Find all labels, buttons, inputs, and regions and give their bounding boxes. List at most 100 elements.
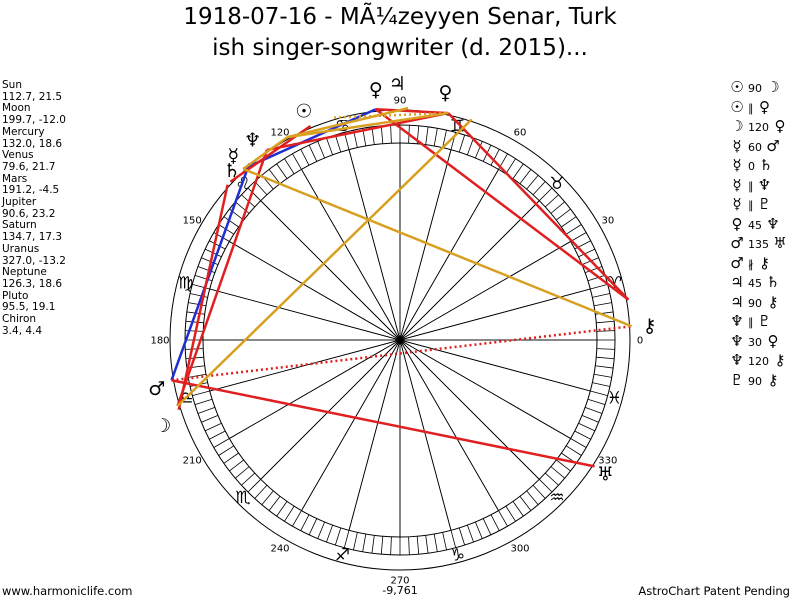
aspect-planet-b-glyph: ⚷ [774,351,786,369]
degree-tick [194,398,213,406]
planet-name-venus: Venus [2,149,34,162]
degree-tick [308,518,318,536]
degree-tick [317,521,325,539]
degree-label: 300 [510,543,529,554]
aspect-line [375,108,449,115]
aspect-line [176,118,473,407]
degree-tick [268,169,281,184]
degree-tick [326,524,333,543]
website-link[interactable]: www.harmoniclife.com [2,584,133,598]
degree-label: 180 [150,336,169,347]
planet-coords-jupiter: 90.6, 23.2 [2,207,56,220]
degree-tick [587,274,606,282]
aspect-angle: 60 [748,140,762,154]
degree-tick [425,535,429,554]
degree-tick [458,134,466,153]
degree-tick [235,201,250,214]
degree-tick [584,266,603,273]
degree-tick [433,533,438,552]
degree-label: 90 [394,96,407,107]
aspect-planet-b-glyph: ♄ [759,156,773,174]
aspect-planet-b-glyph: ♂ [766,136,780,155]
planet-name-moon: Moon [2,102,31,115]
degree-tick [570,438,587,448]
degree-tick [490,514,500,531]
aspect-line [242,108,377,171]
degree-tick [593,302,612,307]
planet-glyph: ♄ [223,160,240,182]
planet-coords-pluto: 95.5, 19.1 [2,301,56,314]
degree-tick [276,163,288,179]
degree-tick [581,415,599,423]
degree-tick [590,390,608,397]
degree-tick [498,510,508,527]
aspect-planet-a-glyph: ♂ [730,234,744,252]
aspect-row: ♆ ∥ ♇ [729,312,788,332]
degree-tick [247,479,261,493]
aspect-planet-a-glyph: ☿ [732,156,742,174]
aspect-line [266,111,449,152]
degree-tick [556,459,571,472]
planet-glyph: ♅ [597,463,614,485]
aspect-planet-b-glyph: ⚷ [767,370,779,389]
degree-tick [343,530,350,548]
degree-tick [458,527,466,546]
aspect-planet-a-glyph: ♆ [730,312,744,330]
planet-glyph: ♃ [389,73,406,95]
degree-tick [526,175,539,190]
planet-glyph: ☿ [228,145,240,167]
planet-glyph: ☽ [154,415,171,437]
degree-tick [596,356,615,360]
aspect-angle: 45 [748,277,762,290]
degree-tick [587,398,606,406]
aspect-planet-a-glyph: ☽ [730,117,744,135]
degree-tick [254,181,268,196]
degree-tick [570,232,587,242]
aspect-line [334,111,449,119]
aspect-planet-b-glyph: ♆ [757,175,772,194]
degree-tick [197,266,216,273]
aspect-planet-a-glyph: ☿ [732,195,742,213]
planet-coords-chiron: 3.4, 4.4 [2,324,43,337]
degree-tick [380,536,384,555]
degree-tick [235,466,250,479]
degree-tick [578,248,596,258]
degree-tick [190,293,208,298]
aspect-planet-a-glyph: ♂ [730,253,744,272]
aspect-planet-a-glyph: ☿ [732,175,742,194]
aspect-line [447,112,630,301]
degree-tick [544,194,559,208]
degree-tick [201,415,219,423]
degree-tick [223,216,239,228]
aspect-row: ♆ 120 ⚷ [729,351,788,371]
zodiac-sign-glyph: ♒ [549,488,564,508]
degree-tick [186,365,205,369]
degree-tick [556,208,571,221]
degree-tick [574,430,591,440]
planet-coords-moon: 199.7, -12.0 [2,114,66,127]
planet-name-pluto: Pluto [2,289,29,302]
planet-glyph: ⚷ [643,315,657,337]
zodiac-sign-glyph: ♉ [549,174,564,194]
planet-glyph: ♆ [244,129,261,151]
degree-tick [185,320,204,324]
degree-tick [425,126,429,145]
degree-tick [526,490,539,505]
degree-tick [192,283,210,290]
degree-label: 210 [183,456,202,467]
degree-tick [592,382,610,387]
degree-tick [592,293,610,298]
degree-tick [505,505,516,522]
degree-tick [229,459,244,472]
aspect-planet-b-glyph: ⚷ [767,292,779,311]
aspect-angle: 45 [748,218,762,232]
planet-name-saturn: Saturn [2,219,37,232]
aspect-list: ☉ 90 ☽ ☉ ∥ ♀ ☽ 120 ♀ ☿ 60 ♂ ☿ 0 ♄ ☿ ∥ ♆ ☿ ∥ ♇ ♀ 45 ♆ ♂ 135 ♅ ♂ ∦ ⚷ ♃ 45… [729,78,788,390]
zodiac-sign-glyph: ♍ [178,274,193,294]
degree-tick [334,134,342,153]
planet-name-chiron: Chiron [2,313,37,326]
aspect-planet-a-glyph: ☉ [730,97,744,116]
aspect-line [176,149,269,407]
aspect-planet-b-glyph: ♇ [757,195,772,213]
